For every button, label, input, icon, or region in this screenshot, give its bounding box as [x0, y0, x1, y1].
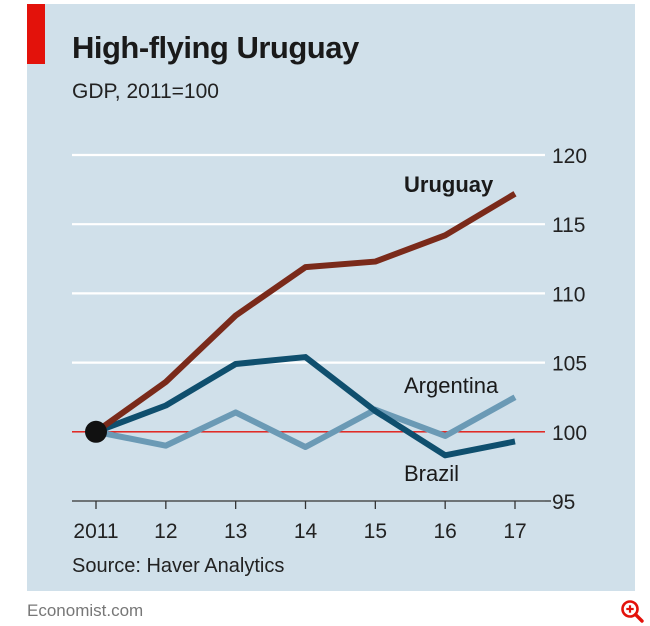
x-axis-labels: 2011 12 13 14 15 16 17: [73, 520, 526, 543]
y-tick-label-110: 110: [552, 283, 585, 306]
y-axis-labels: 95 100 105 110 115 120: [552, 145, 587, 514]
series-labels: Uruguay Argentina Brazil: [404, 172, 499, 486]
series-line-uruguay: [94, 191, 517, 435]
x-tick-label-12: 12: [154, 520, 177, 543]
x-tick-label-16: 16: [433, 520, 456, 543]
y-tick-label-115: 115: [552, 214, 585, 237]
chart-subtitle: GDP, 2011=100: [72, 80, 219, 103]
x-tick-label-14: 14: [294, 520, 318, 543]
series-line-argentina: [95, 394, 517, 451]
series-lines: [85, 191, 517, 459]
zoom-in-icon[interactable]: [619, 598, 645, 624]
x-tick-label-2011: 2011: [73, 520, 118, 543]
brand-link[interactable]: Economist.com: [27, 601, 144, 620]
source-note: Source: Haver Analytics: [72, 555, 285, 577]
chart-panel: [27, 4, 635, 591]
x-tick-label-13: 13: [224, 520, 247, 543]
series-line-brazil: [94, 354, 516, 459]
series-label-uruguay: Uruguay: [404, 172, 494, 197]
x-tick-label-17: 17: [503, 520, 526, 543]
start-point-marker: [85, 420, 107, 443]
x-axis: [72, 500, 551, 509]
y-tick-label-95: 95: [552, 491, 575, 514]
x-tick-label-15: 15: [364, 520, 387, 543]
y-tick-label-105: 105: [552, 353, 587, 376]
y-tick-label-100: 100: [552, 422, 587, 445]
y-tick-label-120: 120: [552, 145, 587, 168]
series-label-argentina: Argentina: [404, 373, 499, 398]
chart-title: High-flying Uruguay: [72, 30, 359, 65]
brand-red-tag: [27, 4, 45, 64]
series-label-brazil: Brazil: [404, 461, 459, 486]
